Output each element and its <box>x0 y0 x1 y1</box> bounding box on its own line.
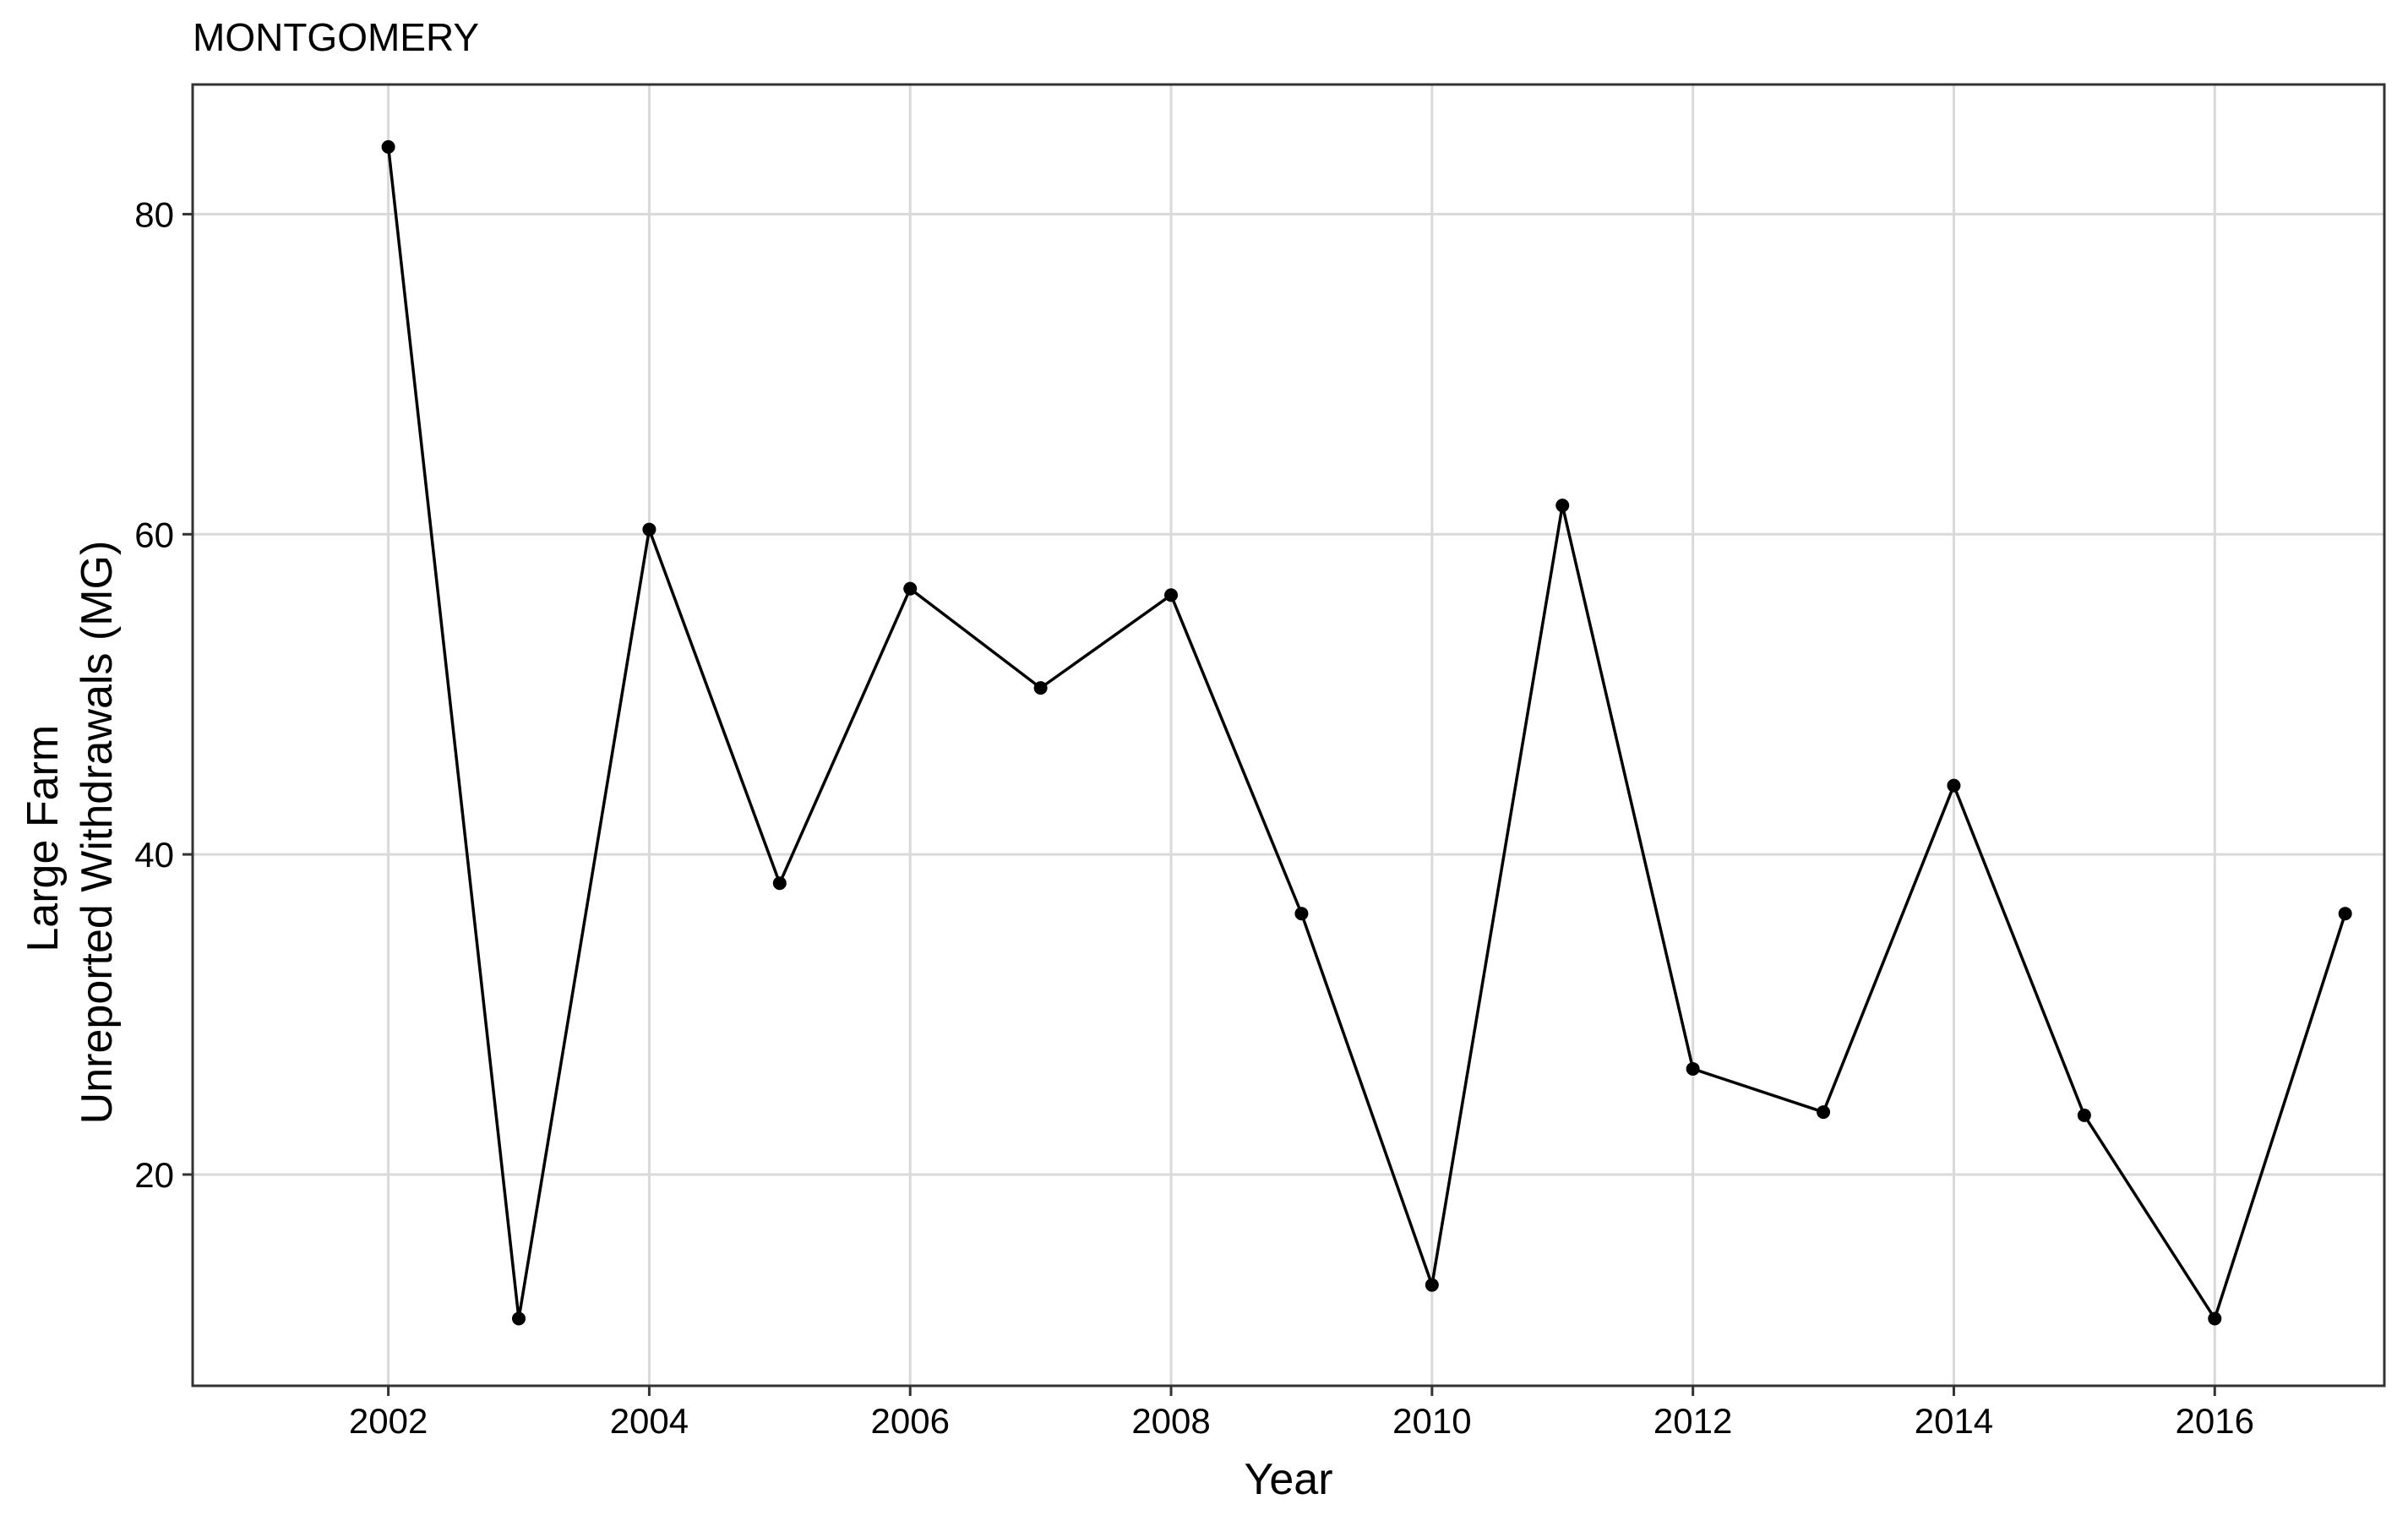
data-point <box>642 522 656 537</box>
data-point <box>772 876 787 891</box>
data-point <box>903 581 918 596</box>
data-point <box>512 1311 526 1326</box>
grid-lines <box>193 84 2384 1386</box>
data-point <box>381 139 395 154</box>
x-tick-label: 2008 <box>1131 1401 1210 1441</box>
data-point <box>2338 907 2352 921</box>
y-axis-title: Large Farm Unreported Withdrawals (MG) <box>19 541 122 1125</box>
y-axis: 20 40 60 80 <box>134 194 193 1195</box>
data-point <box>1033 681 1048 695</box>
y-tick-label: 40 <box>134 835 174 875</box>
data-point <box>2077 1108 2091 1122</box>
series-line <box>386 146 2347 1322</box>
y-axis-title-line-2: Unreported Withdrawals (MG) <box>73 541 122 1125</box>
x-tick-label: 2002 <box>349 1401 428 1441</box>
series-layer <box>381 139 2352 1326</box>
chart-title: MONTGOMERY <box>193 15 479 59</box>
data-point <box>1164 588 1179 602</box>
x-tick-label: 2010 <box>1392 1401 1471 1441</box>
plot-panel <box>191 83 2386 1387</box>
data-point <box>1555 499 1570 513</box>
y-tick-label: 60 <box>134 515 174 554</box>
data-point <box>1294 907 1309 921</box>
x-tick-label: 2014 <box>1915 1401 1993 1441</box>
x-tick-label: 2004 <box>610 1401 689 1441</box>
data-point <box>1817 1105 1831 1120</box>
data-point <box>1947 778 1961 793</box>
data-point <box>1425 1278 1439 1292</box>
data-point <box>1686 1061 1700 1076</box>
y-tick-label: 80 <box>134 194 174 234</box>
x-axis: 2002 2004 2006 2008 2010 2012 2014 2016 <box>349 1386 2254 1441</box>
x-tick-label: 2006 <box>871 1401 950 1441</box>
data-point <box>2208 1311 2222 1326</box>
x-tick-label: 2016 <box>2176 1401 2254 1441</box>
x-tick-label: 2012 <box>1653 1401 1732 1441</box>
y-tick-label: 20 <box>134 1155 174 1195</box>
x-axis-title: Year <box>1244 1455 1332 1504</box>
y-axis-title-line-1: Large Farm <box>19 725 68 952</box>
